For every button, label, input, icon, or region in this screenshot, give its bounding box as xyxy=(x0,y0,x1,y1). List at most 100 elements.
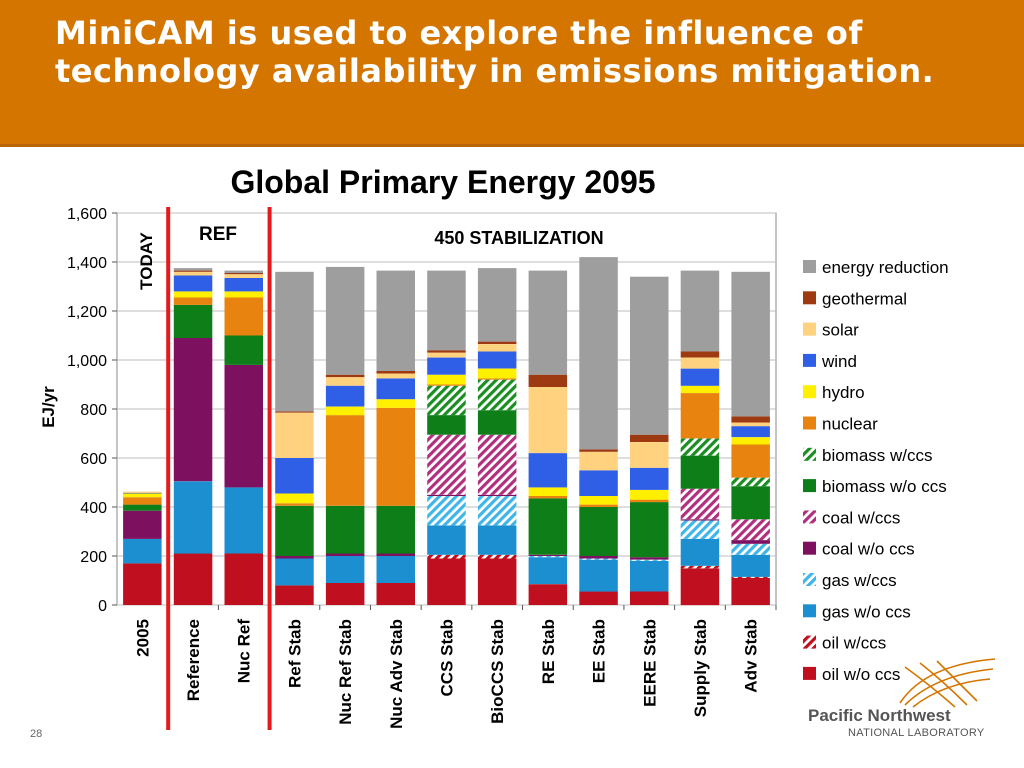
bar-segment xyxy=(477,434,517,495)
bar-segment xyxy=(427,554,466,559)
bar-segment xyxy=(224,487,263,554)
bar-segment xyxy=(477,268,517,342)
bar-segment xyxy=(528,496,568,499)
bar-segment xyxy=(528,584,568,605)
bar-segment xyxy=(427,352,466,358)
legend-swatch xyxy=(803,479,816,493)
bar-segment xyxy=(579,556,618,559)
bar-segment xyxy=(731,576,770,578)
legend-swatch xyxy=(803,416,816,430)
bar-segment xyxy=(528,386,568,454)
bar-segment xyxy=(528,557,568,585)
bar-segment xyxy=(630,499,669,503)
y-tick-label: 1,600 xyxy=(67,206,107,223)
bar-segment xyxy=(630,559,669,561)
bar-segment xyxy=(325,374,365,378)
bar-segment xyxy=(731,422,770,427)
bar-segment xyxy=(173,337,213,482)
bar-segment xyxy=(528,556,568,558)
bar-segment xyxy=(528,374,568,387)
bar-segment xyxy=(731,271,770,417)
legend-swatch xyxy=(803,604,816,618)
legend-label: geothermal xyxy=(822,289,907,308)
bar-segment xyxy=(731,578,770,605)
bar-segment xyxy=(123,504,162,511)
bar-segment xyxy=(427,415,466,435)
bar-segment xyxy=(731,554,770,577)
bar-segment xyxy=(427,374,466,385)
bar-segment xyxy=(528,487,568,496)
x-tick-label: CCS Stab xyxy=(438,619,457,696)
legend-label: gas w/o ccs xyxy=(822,602,911,621)
bar-segment xyxy=(275,503,314,506)
bar-segment xyxy=(630,560,669,592)
bar-segment xyxy=(173,268,213,271)
legend-swatch xyxy=(803,260,816,273)
slide-title: MiniCAM is used to explore the influence… xyxy=(55,14,935,90)
bar-segment xyxy=(325,415,365,506)
bar-segment xyxy=(680,357,720,369)
bar-segment xyxy=(579,559,618,592)
bar-segment xyxy=(427,558,466,605)
legend-swatch xyxy=(803,353,816,367)
energy-chart: Global Primary Energy 2095 0 200 400 600 800… xyxy=(39,164,949,730)
bar-segment xyxy=(680,351,720,358)
bar-segment xyxy=(275,458,314,494)
y-tick-label: 600 xyxy=(80,451,107,468)
logo-subtitle: NATIONAL LABORATORY xyxy=(848,727,985,739)
bar-segment xyxy=(325,406,365,416)
bar-segment xyxy=(680,438,720,456)
bar-segment xyxy=(123,538,162,564)
bar-segment xyxy=(224,297,263,336)
legend-label: gas w/ccs xyxy=(822,571,897,590)
bar-segment xyxy=(477,341,517,344)
legend-swatch xyxy=(803,666,816,680)
bar-segment xyxy=(275,505,314,556)
bar-segment xyxy=(579,470,618,496)
x-tick-label: Nuc Ref xyxy=(235,619,254,684)
bar-segment xyxy=(477,554,517,559)
bar-segment xyxy=(731,486,770,520)
bar-segment xyxy=(680,565,720,569)
bar-segment xyxy=(123,492,162,494)
bar-segment xyxy=(680,520,720,539)
bar-segment xyxy=(630,557,669,560)
bar-segment xyxy=(376,373,415,379)
bar-segment xyxy=(427,357,466,375)
bar-segment xyxy=(427,525,466,555)
legend-label: coal w/ccs xyxy=(822,508,900,527)
bar-segment xyxy=(224,274,263,278)
legend-label: solar xyxy=(822,321,859,340)
bar-segment xyxy=(123,493,162,498)
x-tick-label: Nuc Ref Stab xyxy=(336,619,355,725)
bar-segment xyxy=(528,270,568,375)
chart-legend: energy reduction geothermal solar wind hydro… xyxy=(803,258,949,684)
x-tick-label: Supply Stab xyxy=(691,619,710,717)
x-tick-label: Reference xyxy=(184,619,203,701)
legend-label: nuclear xyxy=(822,415,878,434)
y-tick-label: 400 xyxy=(80,500,107,517)
plot-area: 0 200 400 600 800 1,000 1,200 1,400 1,600 2005 Ref… xyxy=(67,206,777,730)
bar-segment xyxy=(477,368,517,379)
bar-segment xyxy=(731,444,770,478)
bar-segment xyxy=(275,411,314,413)
legend-swatch xyxy=(803,510,816,524)
bar-segment xyxy=(579,558,618,560)
x-tick-label: Nuc Adv Stab xyxy=(387,619,406,729)
x-tick-label: 2005 xyxy=(133,619,152,657)
bar-segment xyxy=(427,384,466,386)
y-tick-label: 1,400 xyxy=(67,255,107,272)
bar-segment xyxy=(427,496,466,526)
bar-segment xyxy=(376,553,415,556)
chart-title: Global Primary Energy 2095 xyxy=(230,164,655,200)
y-tick-label: 1,000 xyxy=(67,353,107,370)
bar-segment xyxy=(630,489,669,500)
bar-segment xyxy=(427,350,466,353)
bar-segment xyxy=(477,410,517,435)
bar-segment xyxy=(275,271,314,412)
bar-segment xyxy=(477,351,517,369)
pnnl-logo: Pacific Northwest NATIONAL LABORATORY xyxy=(800,655,1005,745)
legend-swatch xyxy=(803,385,816,399)
bar-segment xyxy=(173,291,213,298)
legend-swatch xyxy=(803,635,816,649)
